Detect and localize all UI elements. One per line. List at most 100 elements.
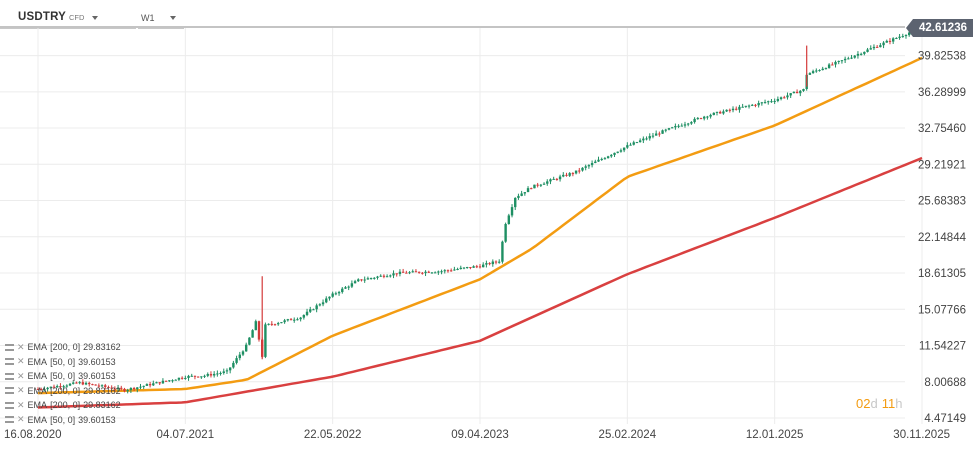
candle-body xyxy=(453,269,456,271)
legend-indicator-params: [200, 0] xyxy=(50,385,81,396)
price-tick-label: 8.00688 xyxy=(924,377,966,389)
candle-body xyxy=(305,311,309,316)
candle-body xyxy=(571,173,575,175)
candle-body xyxy=(549,179,552,182)
ema-50-line xyxy=(37,56,923,395)
candle-body xyxy=(555,178,559,180)
candle-body xyxy=(142,385,145,387)
symbol-chevron-down-icon[interactable] xyxy=(92,16,98,20)
timeframe-label: W1 xyxy=(141,13,155,23)
menu-icon[interactable] xyxy=(5,358,14,366)
countdown-days: 02 xyxy=(856,396,871,411)
candle-body xyxy=(341,288,344,293)
candle-body xyxy=(254,321,257,331)
candle-body xyxy=(619,150,623,152)
candle-body xyxy=(235,358,238,363)
candle-body xyxy=(709,114,712,117)
symbol-selector[interactable]: USDTRY CFD xyxy=(0,6,136,29)
symbol-type: CFD xyxy=(69,13,85,22)
price-tick-label: 15.07766 xyxy=(918,304,966,316)
candle-body xyxy=(145,384,149,386)
candle-body xyxy=(661,130,664,134)
candle-body xyxy=(664,129,667,131)
menu-icon[interactable] xyxy=(5,343,14,351)
menu-icon[interactable] xyxy=(5,372,14,380)
candle-body xyxy=(350,283,354,287)
candle-body xyxy=(72,382,75,384)
candle-body xyxy=(600,158,603,160)
candle-body xyxy=(767,101,770,103)
candle-body xyxy=(562,174,565,177)
candle-body xyxy=(369,278,373,280)
time-tick-label: 22.05.2022 xyxy=(304,429,362,441)
candle-body xyxy=(901,36,904,38)
candle-body xyxy=(472,266,475,268)
candle-body xyxy=(751,104,754,106)
candle-body xyxy=(821,68,824,71)
candle-body xyxy=(485,263,488,265)
close-icon[interactable]: ✕ xyxy=(17,399,25,410)
candle-body xyxy=(827,64,831,69)
candle-body xyxy=(139,386,142,388)
candle-body xyxy=(725,109,728,112)
candle-body xyxy=(613,152,616,155)
candle-body xyxy=(443,270,446,272)
candle-body xyxy=(302,315,306,318)
close-icon[interactable]: ✕ xyxy=(17,356,25,367)
menu-icon[interactable] xyxy=(5,387,14,395)
candle-body xyxy=(536,184,539,186)
candle-body xyxy=(799,90,802,94)
candle-body xyxy=(622,147,626,151)
candle-body xyxy=(690,122,693,124)
candle-body xyxy=(430,272,434,274)
time-tick-label: 09.04.2023 xyxy=(451,429,509,441)
candle-body xyxy=(520,193,523,196)
candle-body xyxy=(331,293,334,297)
candle-body xyxy=(616,151,619,153)
timeframe-chevron-down-icon[interactable] xyxy=(170,16,176,20)
candle-body xyxy=(581,167,584,171)
candle-body xyxy=(280,322,283,324)
menu-icon[interactable] xyxy=(5,401,14,409)
candle-body xyxy=(802,89,805,91)
candle-body xyxy=(196,376,200,378)
timeframe-selector[interactable]: W1 xyxy=(138,6,184,29)
candle-body xyxy=(244,344,248,352)
close-icon[interactable]: ✕ xyxy=(17,414,25,425)
candle-body xyxy=(424,271,427,274)
candle-body xyxy=(97,385,101,387)
candle-body xyxy=(792,91,796,94)
candle-body xyxy=(273,324,277,326)
close-icon[interactable]: ✕ xyxy=(17,370,25,381)
candle-body xyxy=(869,48,872,50)
legend-row: ✕ EMA [200, 0] 29.83162 xyxy=(5,398,121,413)
candle-body xyxy=(514,197,517,208)
candle-body xyxy=(779,97,783,100)
time-tick-label: 12.01.2025 xyxy=(746,429,804,441)
candle-body xyxy=(315,305,318,310)
close-icon[interactable]: ✕ xyxy=(17,385,25,396)
menu-icon[interactable] xyxy=(5,416,14,424)
candle-body xyxy=(680,125,683,127)
candle-body xyxy=(206,374,209,376)
candle-body xyxy=(475,266,478,268)
legend-row: ✕ EMA [50, 0] 39.60153 xyxy=(5,355,121,370)
candle-body xyxy=(449,270,453,272)
candle-body xyxy=(116,387,120,390)
legend-row: ✕ EMA [50, 0] 39.60153 xyxy=(5,413,121,428)
candle-body xyxy=(507,215,511,224)
candle-body xyxy=(212,373,216,376)
ema-200-layer xyxy=(37,156,923,409)
close-icon[interactable]: ✕ xyxy=(17,341,25,352)
candle-body xyxy=(264,324,267,357)
candle-body xyxy=(161,380,165,384)
candle-body xyxy=(741,106,744,108)
ema-200-line xyxy=(37,156,923,409)
candle-body xyxy=(542,183,546,185)
candle-body xyxy=(382,275,386,277)
price-tick-label: 36.28999 xyxy=(918,87,966,99)
candle-body xyxy=(831,64,834,66)
candle-body xyxy=(891,38,895,42)
candle-body xyxy=(132,388,136,390)
